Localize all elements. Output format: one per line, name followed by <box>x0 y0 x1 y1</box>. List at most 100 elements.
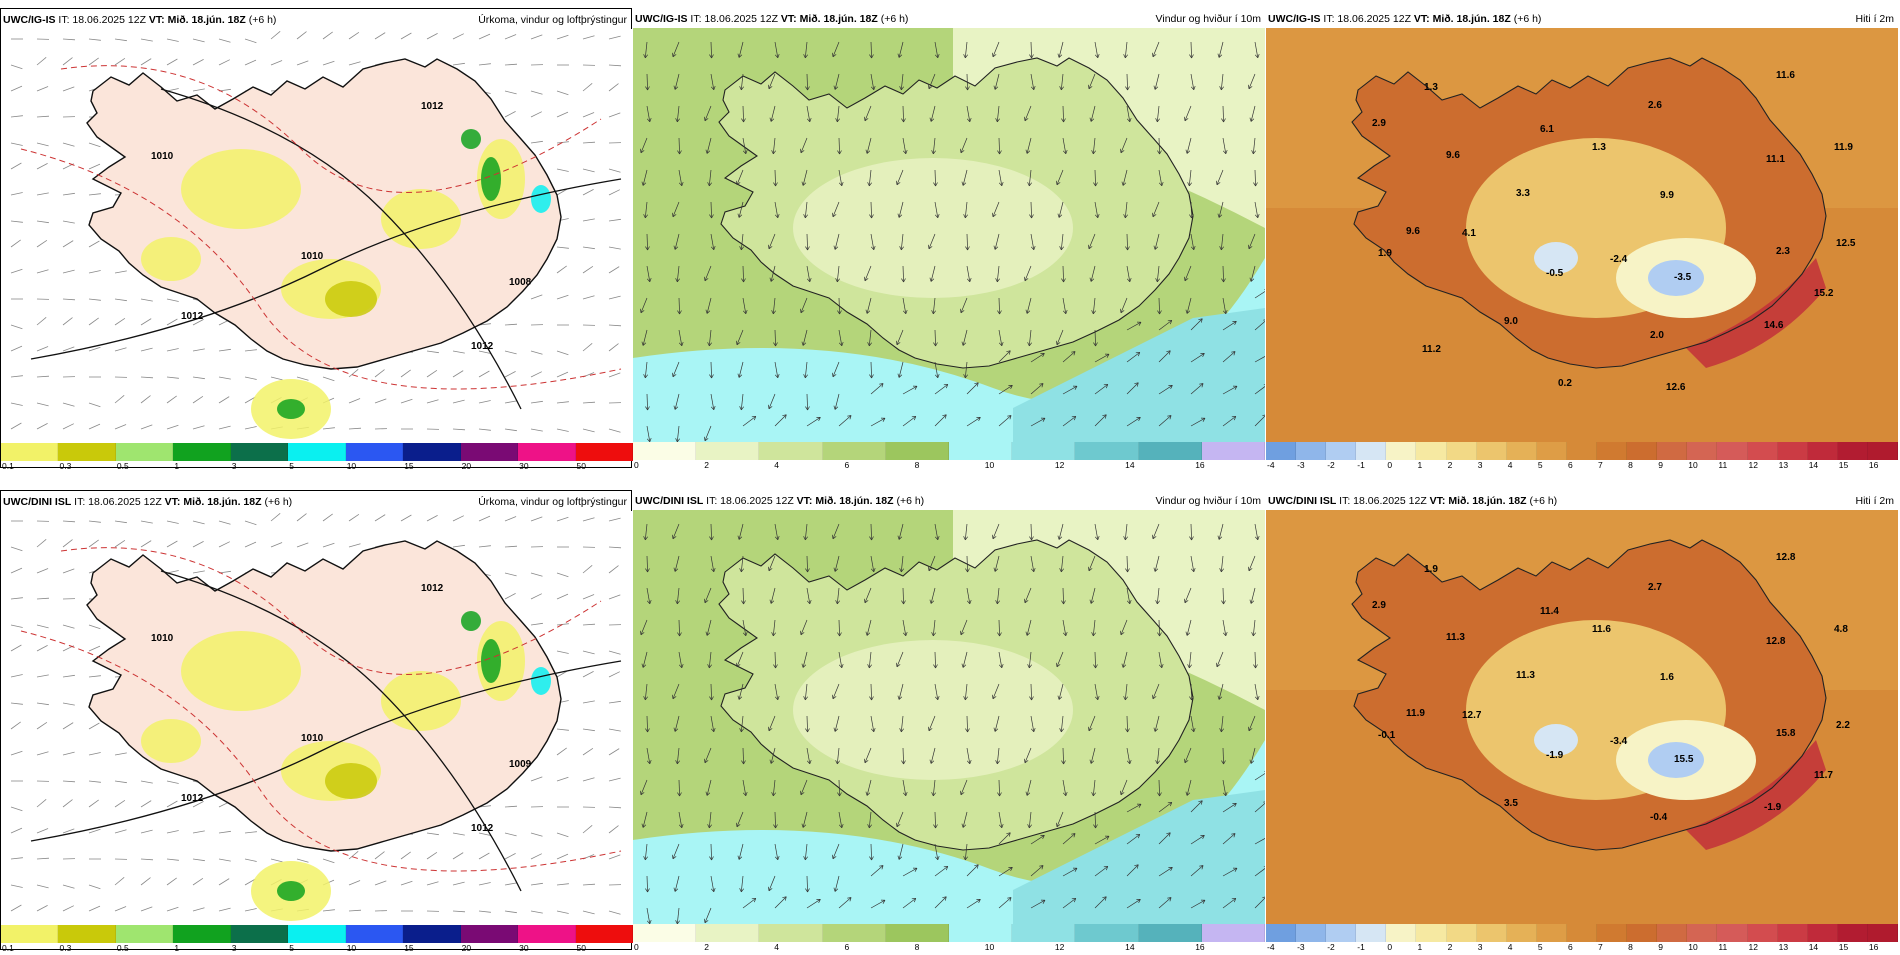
temperature-value-label: -0.1 <box>1378 730 1396 741</box>
legend-swatch <box>1012 924 1075 942</box>
map-panel-precip-dini[interactable]: UWC/DINI ISL IT: 18.06.2025 12Z VT: Mið.… <box>0 490 632 950</box>
legend-tick-label: 9 <box>1658 460 1663 470</box>
legend-swatch <box>288 925 345 943</box>
legend-swatch <box>346 925 403 943</box>
map-svg <box>633 28 1265 442</box>
legend-swatch <box>1012 442 1075 460</box>
isobar-label: 1008 <box>509 277 532 288</box>
map-panel-wind-igis[interactable]: UWC/IG-IS IT: 18.06.2025 12Z VT: Mið. 18… <box>633 8 1265 468</box>
temperature-value-label: -3.5 <box>1674 272 1692 283</box>
variable-name: Vindur og hviður í 10m <box>1156 494 1261 508</box>
temperature-value-label: 2.2 <box>1836 720 1850 731</box>
legend-swatch <box>1657 924 1687 942</box>
temperature-value-label: 1.3 <box>1424 82 1438 93</box>
map-panel-temp-dini[interactable]: UWC/DINI ISL IT: 18.06.2025 12Z VT: Mið.… <box>1266 490 1898 950</box>
legend-swatch <box>823 924 886 942</box>
legend-swatch <box>1296 442 1326 460</box>
legend-swatch <box>576 925 633 943</box>
legend-swatch <box>518 925 575 943</box>
legend-swatch <box>1717 442 1747 460</box>
temperature-value-label: 11.3 <box>1516 670 1535 681</box>
legend-swatch <box>461 443 518 461</box>
legend-swatch <box>886 442 949 460</box>
legend-tick-label: 11 <box>1718 460 1727 470</box>
title-init: IT: 18.06.2025 12Z <box>1339 495 1427 507</box>
isobar-label: 1012 <box>421 101 444 112</box>
legend-tick-label: 2 <box>704 460 709 470</box>
title-model: UWC/DINI ISL <box>635 495 703 507</box>
map-panel-precip-igis[interactable]: UWC/IG-IS IT: 18.06.2025 12Z VT: Mið. 18… <box>0 8 632 468</box>
legend-tick-label: 13 <box>1779 942 1788 952</box>
legend-tick-label: 50 <box>577 943 586 953</box>
temperature-value-label: 11.1 <box>1766 154 1785 165</box>
legend-tick-label: 6 <box>845 460 850 470</box>
legend-swatch <box>1326 442 1356 460</box>
legend-swatch <box>518 443 575 461</box>
map-canvas[interactable] <box>633 510 1265 924</box>
legend-swatch <box>116 443 173 461</box>
temperature-value-label: -3.4 <box>1610 736 1628 747</box>
legend-swatch <box>576 443 633 461</box>
temperature-value-label: 9.0 <box>1504 316 1518 327</box>
color-legend <box>1 925 633 943</box>
color-legend <box>633 442 1265 460</box>
legend-tick-label: 6 <box>1568 460 1573 470</box>
legend-tick-label: 0.1 <box>2 461 14 471</box>
isobar-label: 1010 <box>151 151 174 162</box>
legend-tick-label: 10 <box>985 942 994 952</box>
panel-title: UWC/IG-IS IT: 18.06.2025 12Z VT: Mið. 18… <box>635 12 1261 26</box>
map-panel-wind-dini[interactable]: UWC/DINI ISL IT: 18.06.2025 12Z VT: Mið.… <box>633 490 1265 950</box>
variable-name: Hiti í 2m <box>1855 12 1894 26</box>
legend-swatch <box>886 924 949 942</box>
legend-swatch <box>1477 924 1507 942</box>
color-legend <box>633 924 1265 942</box>
legend-swatch <box>949 442 1012 460</box>
map-canvas[interactable] <box>633 28 1265 442</box>
legend-swatch <box>1 925 58 943</box>
legend-tick-label: 3 <box>232 461 237 471</box>
temperature-value-label: 0.2 <box>1558 378 1572 389</box>
legend-tick-label: 7 <box>1598 460 1603 470</box>
legend-tick-label: 6 <box>845 942 850 952</box>
legend-tick-label: 10 <box>985 460 994 470</box>
legend-swatch <box>1202 924 1265 942</box>
legend-tick-label: 6 <box>1568 942 1573 952</box>
legend-tick-label: 10 <box>1688 942 1697 952</box>
color-legend <box>1 443 633 461</box>
legend-swatch <box>1808 924 1838 942</box>
legend-swatch <box>346 443 403 461</box>
legend-swatch <box>696 924 759 942</box>
legend-swatch <box>1567 924 1597 942</box>
temperature-value-label: 12.7 <box>1462 710 1482 721</box>
temperature-value-label: 12.8 <box>1766 636 1786 647</box>
legend-swatch <box>1627 442 1657 460</box>
legend-swatch <box>58 443 115 461</box>
temperature-value-label: -0.4 <box>1650 812 1668 823</box>
legend-tick-label: 0.5 <box>117 943 129 953</box>
legend-swatch <box>403 443 460 461</box>
legend-tick-label: -4 <box>1267 942 1275 952</box>
title-model: UWC/DINI ISL <box>3 496 71 508</box>
legend-tick-label: 8 <box>1628 942 1633 952</box>
legend-tick-label: -2 <box>1327 460 1335 470</box>
legend-tick-label: 7 <box>1598 942 1603 952</box>
title-valid: VT: Mið. 18.jún. 18Z <box>149 14 246 26</box>
legend-swatch <box>759 442 822 460</box>
legend-tick-label: 12 <box>1749 460 1758 470</box>
title-valid: VT: Mið. 18.jún. 18Z <box>797 495 894 507</box>
legend-swatch <box>1075 442 1138 460</box>
legend-tick-label: 16 <box>1869 460 1878 470</box>
legend-swatch <box>173 443 230 461</box>
legend-tick-label: 16 <box>1869 942 1878 952</box>
map-panel-temp-igis[interactable]: UWC/IG-IS IT: 18.06.2025 12Z VT: Mið. 18… <box>1266 8 1898 468</box>
title-lead: (+6 h) <box>896 495 924 507</box>
temperature-value-label: 2.9 <box>1372 600 1386 611</box>
